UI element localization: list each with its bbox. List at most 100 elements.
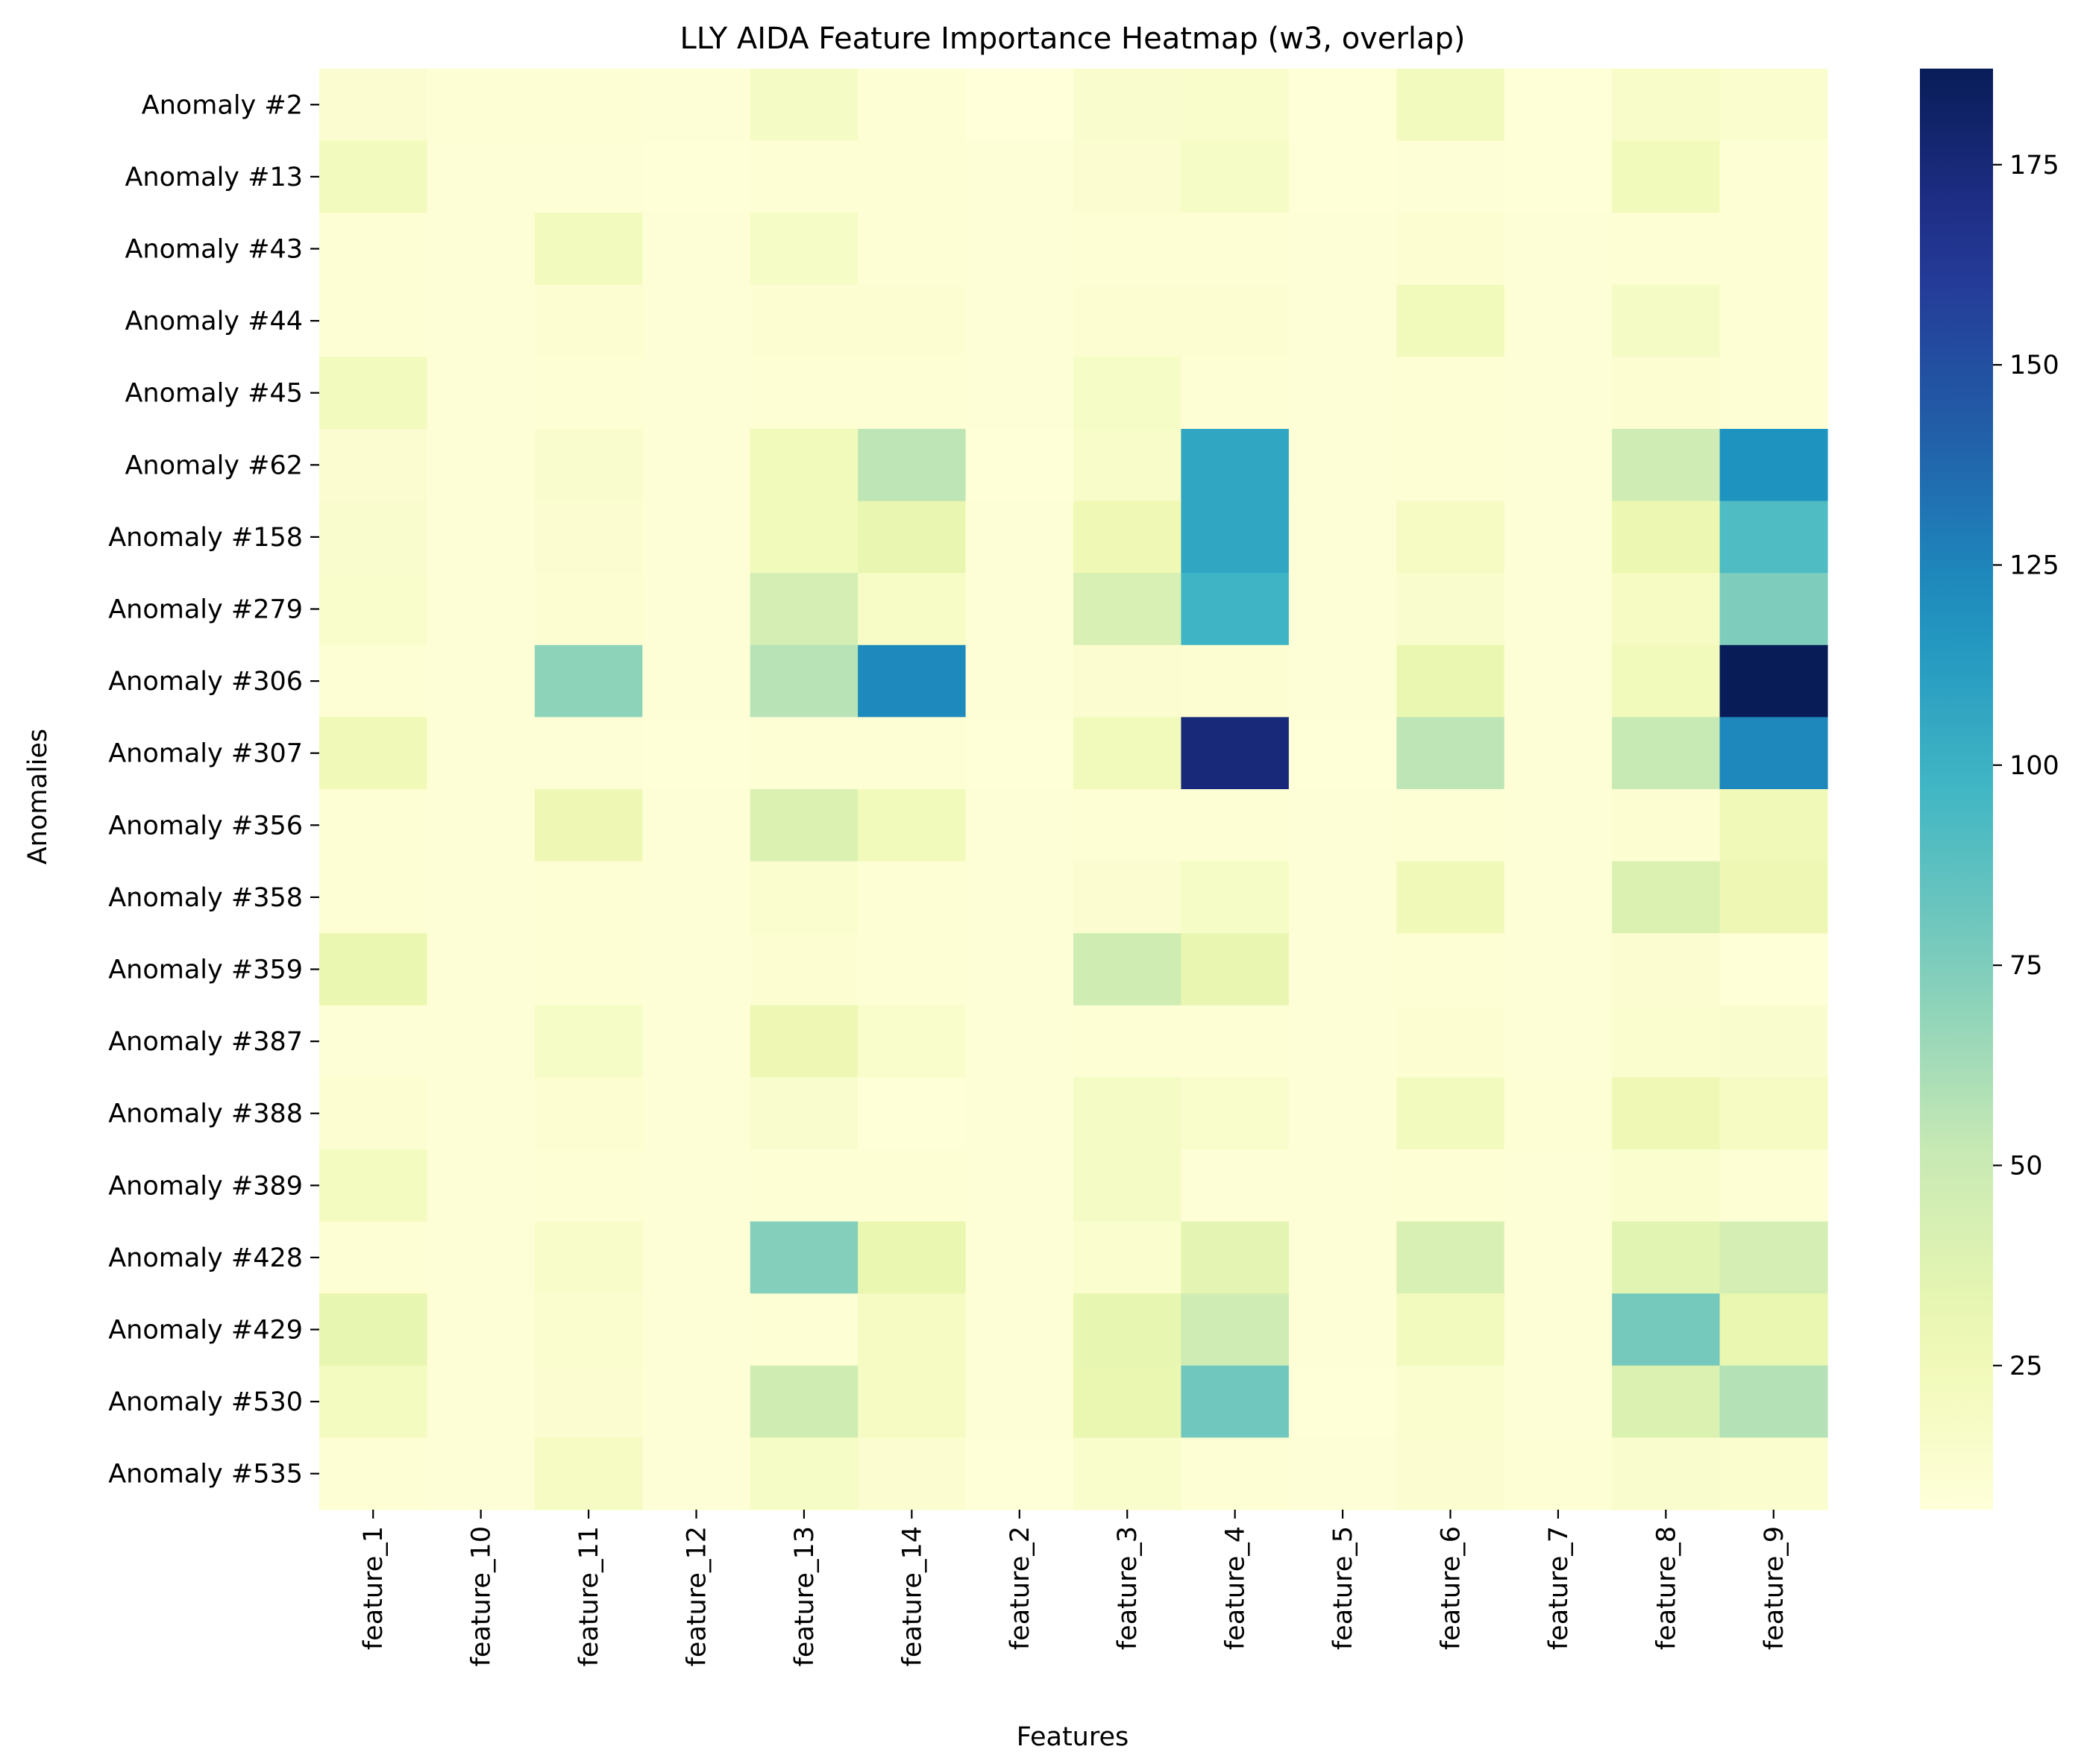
heatmap-cell (1288, 861, 1397, 934)
heatmap-cell (1396, 861, 1505, 934)
heatmap-cell (1073, 1221, 1182, 1294)
heatmap-cell (965, 861, 1074, 934)
heatmap-cell (642, 1149, 751, 1222)
heatmap-cell (965, 644, 1074, 718)
heatmap-cell (1181, 357, 1290, 430)
heatmap-cell (750, 644, 859, 718)
heatmap-cell (642, 1293, 751, 1366)
heatmap-cell (858, 1365, 967, 1438)
heatmap-cell (1504, 933, 1613, 1006)
heatmap-cell (319, 789, 428, 862)
heatmap-cell (642, 933, 751, 1006)
heatmap-cell (750, 789, 859, 862)
heatmap-cell (642, 357, 751, 430)
y-tick-label: Anomaly #387 (108, 1027, 303, 1057)
y-axis-ticks: Anomaly #2 Anomaly #13 Anomaly #43 Anomaly … (108, 90, 319, 1490)
heatmap-cell (1719, 429, 1828, 502)
heatmap-cell (642, 573, 751, 646)
heatmap-cell (1288, 644, 1397, 718)
heatmap-cell (1288, 933, 1397, 1006)
heatmap-cell (1504, 717, 1613, 790)
heatmap-cell (642, 500, 751, 574)
y-tick-label: Anomaly #279 (108, 595, 303, 625)
x-tick-label: feature_3 (1113, 1526, 1143, 1650)
heatmap-cell (1612, 1005, 1721, 1078)
heatmap-cell (1073, 69, 1182, 142)
heatmap-cell (427, 1077, 536, 1150)
heatmap-cell (1073, 213, 1182, 286)
heatmap-cell (1612, 284, 1721, 357)
heatmap-cell (858, 789, 967, 862)
heatmap-cell (319, 1221, 428, 1294)
heatmap-cell (319, 429, 428, 502)
heatmap-cell (1719, 789, 1828, 862)
heatmap-cell (965, 429, 1074, 502)
heatmap-cell (965, 1437, 1074, 1510)
heatmap-cell (858, 1005, 967, 1078)
heatmap-cell (427, 1005, 536, 1078)
heatmap-cell (750, 1293, 859, 1366)
heatmap-cell (1396, 1149, 1505, 1222)
y-tick-label: Anomaly #428 (108, 1243, 303, 1273)
heatmap-cell (858, 213, 967, 286)
heatmap-cell (1181, 1221, 1290, 1294)
heatmap-cell (1719, 1293, 1828, 1366)
heatmap-cell (1073, 644, 1182, 718)
heatmap-cell (319, 69, 428, 142)
heatmap-cell (1719, 284, 1828, 357)
heatmap-cell (858, 500, 967, 574)
heatmap-cell (1612, 644, 1721, 718)
heatmap-cell (1504, 861, 1613, 934)
heatmap-cell (1288, 789, 1397, 862)
colorbar-ticks: 25 50 75 100 125 150 175 (1993, 151, 2059, 1381)
heatmap-cell (1073, 573, 1182, 646)
heatmap-cell (1612, 1437, 1721, 1510)
heatmap-cell (427, 1437, 536, 1510)
heatmap-cell (1719, 140, 1828, 213)
heatmap-cell (1073, 500, 1182, 574)
heatmap-cell (1073, 429, 1182, 502)
heatmap-cell (534, 573, 643, 646)
x-tick-label: feature_11 (574, 1526, 604, 1666)
heatmap-cell (1504, 357, 1613, 430)
heatmap-cell (1719, 213, 1828, 286)
x-tick-label: feature_12 (682, 1526, 712, 1666)
heatmap-cell (1288, 284, 1397, 357)
heatmap-cell (750, 933, 859, 1006)
heatmap-cell (642, 1077, 751, 1150)
heatmap-cell (1181, 1365, 1290, 1438)
heatmap-cell (427, 284, 536, 357)
heatmap-cell (1612, 1365, 1721, 1438)
heatmap-cell (750, 500, 859, 574)
heatmap-cell (1504, 1149, 1613, 1222)
heatmap-cell (1719, 1149, 1828, 1222)
heatmap-cell (427, 213, 536, 286)
heatmap-cell (1396, 284, 1505, 357)
y-tick-label: Anomaly #535 (108, 1460, 303, 1490)
heatmap-cell (1288, 1149, 1397, 1222)
heatmap-cell (1181, 1437, 1290, 1510)
heatmap-cell (858, 284, 967, 357)
heatmap-cell (427, 1221, 536, 1294)
heatmap-cell (319, 1149, 428, 1222)
colorbar: 25 50 75 100 125 150 175 (1920, 69, 2059, 1510)
heatmap-cell (1288, 500, 1397, 574)
heatmap-cell (319, 861, 428, 934)
heatmap-cell (642, 140, 751, 213)
heatmap-cell (534, 717, 643, 790)
heatmap-cell (1181, 1077, 1290, 1150)
heatmap-cell (1612, 357, 1721, 430)
heatmap-cell (1612, 1293, 1721, 1366)
heatmap-cell (427, 1149, 536, 1222)
heatmap-cell (534, 500, 643, 574)
heatmap-cell (965, 717, 1074, 790)
heatmap-cell (858, 644, 967, 718)
colorbar-tick-label: 100 (2009, 751, 2059, 781)
heatmap-cell (750, 1077, 859, 1150)
heatmap-cell (750, 213, 859, 286)
heatmap-cell (534, 933, 643, 1006)
heatmap-cell (1073, 1293, 1182, 1366)
heatmap-cell (319, 1437, 428, 1510)
heatmap-cell (1504, 284, 1613, 357)
x-tick-label: feature_10 (467, 1526, 497, 1666)
